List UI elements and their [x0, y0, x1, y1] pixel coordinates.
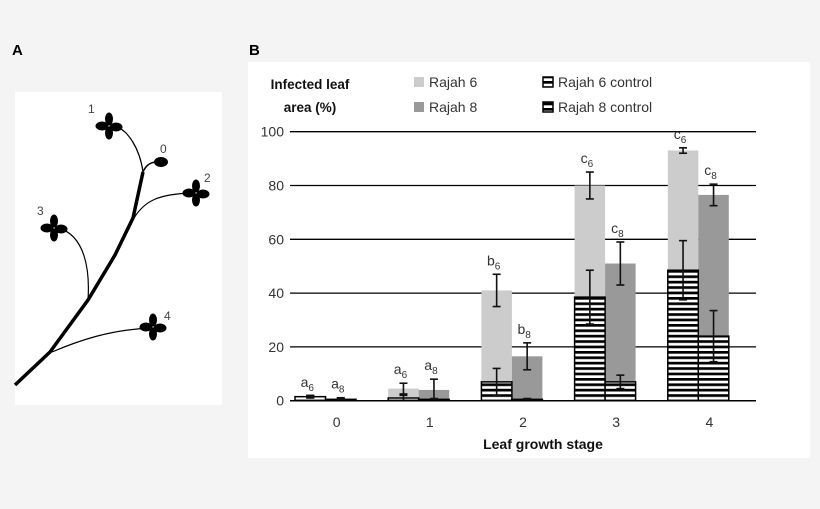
branch-0	[142, 161, 156, 173]
legend-label-rajah-6: Rajah 6	[429, 74, 477, 90]
error-bar-rajah-6-control	[585, 269, 594, 325]
x-tick-label: 1	[426, 414, 434, 430]
legend-label-rajah-8-control: Rajah 8 control	[558, 99, 652, 115]
error-bar-rajah-6-control	[492, 367, 501, 397]
x-tick-label: 0	[333, 414, 341, 430]
panel-b-label: B	[249, 42, 260, 59]
leaflet	[153, 323, 167, 333]
legend-swatch-rajah-6-control	[542, 76, 554, 88]
error-bar-rajah-6-control	[679, 239, 688, 301]
y-tick-label: 100	[261, 124, 285, 140]
error-bar-rajah-8	[616, 241, 625, 286]
error-bar-rajah-6	[399, 382, 408, 395]
y-tick-label: 80	[268, 178, 284, 194]
error-bar-rajah-6	[679, 147, 688, 155]
leaf-label-3: 3	[37, 204, 44, 218]
legend-label-rajah-6-control: Rajah 6 control	[558, 74, 652, 90]
leaflet	[182, 188, 196, 198]
error-bar-rajah-8	[709, 183, 718, 207]
y-tick-label: 40	[268, 285, 284, 301]
leaflet	[50, 214, 58, 228]
clover-leaf	[95, 112, 123, 140]
leaves	[40, 112, 210, 341]
clover-leaf	[139, 313, 167, 341]
leaf-label-1: 1	[88, 102, 95, 116]
y-tick-label: 60	[268, 231, 284, 247]
error-bar-rajah-8	[523, 342, 532, 371]
legend-swatch-rajah-6	[414, 77, 424, 87]
leaflet	[105, 112, 113, 126]
leaflet	[196, 189, 210, 199]
x-tick-label: 4	[706, 414, 714, 430]
error-bar-rajah-8-control	[616, 374, 625, 390]
leaflet	[54, 224, 68, 234]
leaflet	[139, 322, 153, 332]
y-axis-label-line-2: area (%)	[284, 100, 337, 115]
leaflet	[192, 179, 200, 193]
leaflet	[109, 122, 123, 132]
x-tick-label: 3	[612, 414, 620, 430]
error-bar-rajah-8-control	[336, 398, 345, 401]
leaflet	[149, 313, 157, 327]
leaf-label-0: 0	[160, 142, 167, 156]
branch-4	[51, 327, 151, 353]
error-bar-rajah-6-control	[306, 394, 315, 399]
error-bar-rajah-6	[585, 171, 594, 200]
leaf-label-2: 2	[204, 171, 211, 185]
leaf-0	[154, 157, 168, 167]
legend: Rajah 6 Rajah 8 Rajah 6 control Rajah 8 …	[414, 74, 652, 115]
clover-leaf	[182, 179, 210, 207]
main-stem	[13, 171, 145, 387]
error-bar-rajah-8-control	[709, 309, 718, 363]
legend-swatch-rajah-8	[414, 102, 424, 112]
legend-swatch-rajah-8-control	[542, 101, 554, 113]
error-bar-rajah-6	[492, 273, 501, 308]
y-axis-label-line-1: Infected leaf	[271, 77, 350, 92]
leaf-label-4: 4	[164, 309, 171, 323]
panel-a-label: A	[12, 42, 23, 59]
plant-diagram	[13, 125, 193, 387]
x-tick-label: 2	[519, 414, 527, 430]
y-tick-label: 20	[268, 339, 284, 355]
leaflet	[95, 121, 109, 131]
clover-leaf	[40, 214, 68, 242]
legend-label-rajah-8: Rajah 8	[429, 99, 477, 115]
y-tick-label: 0	[276, 393, 284, 409]
x-axis-label: Leaf growth stage	[483, 436, 603, 452]
leaflet	[40, 223, 54, 233]
